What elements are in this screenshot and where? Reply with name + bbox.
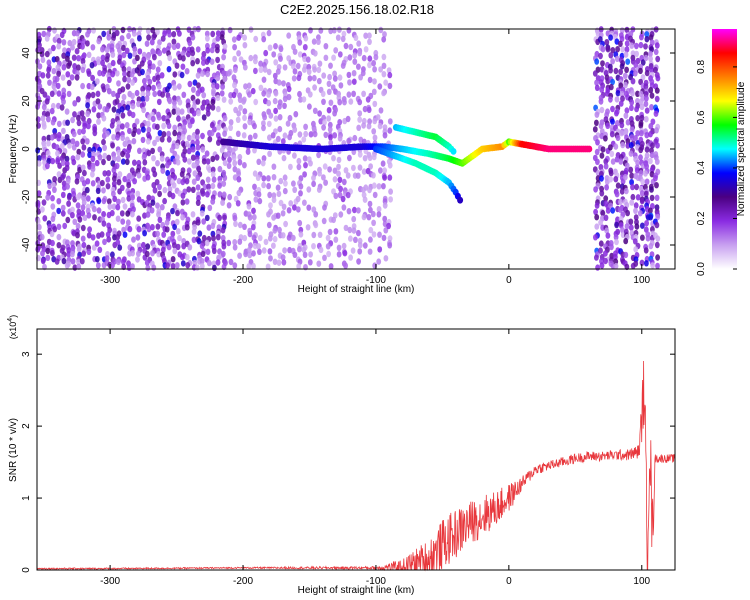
snr-y-tick-label-0: 0 <box>21 567 32 573</box>
colorbar-gradient <box>712 29 737 269</box>
snr-y-multiplier-close: ) <box>8 315 18 318</box>
snr-x-tick-label-4: 100 <box>633 576 650 587</box>
snr-y-axis-label: SNR (10 * v/v) <box>8 418 19 482</box>
spectrogram-track-2 <box>392 124 457 155</box>
spectrogram-track-1 <box>372 145 464 204</box>
spectrogram-x-axis-label: Height of straight line (km) <box>298 284 415 295</box>
spectrogram-x-ticks: -300 -200 -100 0 100 <box>100 29 651 286</box>
colorbar-tick-label-2: 0.4 <box>696 161 707 175</box>
snr-y-multiplier-base: (x10 <box>8 322 18 340</box>
snr-series-line <box>36 360 676 572</box>
spectrogram-x-tick-label-0: -300 <box>100 275 120 286</box>
snr-x-tick-label-1: -200 <box>233 576 253 587</box>
snr-y-tick-label-1: 1 <box>21 495 32 501</box>
spectrogram-y-tick-label-4: 40 <box>21 47 32 59</box>
snr-background <box>37 329 675 570</box>
colorbar-tick-label-3: 0.6 <box>696 110 707 124</box>
spectrogram-y-tick-label-3: 20 <box>21 95 32 107</box>
spectrogram-cells <box>34 25 661 272</box>
spectrogram-x-tick-label-4: 100 <box>633 275 650 286</box>
spectrogram-x-tick-label-2: -100 <box>366 275 386 286</box>
chart-title: C2E2.2025.156.18.02.R18 <box>280 2 434 17</box>
spectrogram-y-ticks: -40 -20 0 20 40 <box>21 47 675 252</box>
spectrogram-x-tick-label-1: -200 <box>233 275 253 286</box>
colorbar-tick-label-4: 0.8 <box>696 60 707 74</box>
snr-x-tick-label-2: -100 <box>366 576 386 587</box>
colorbar-ticks: 0.0 0.2 0.4 0.6 0.8 <box>696 60 737 276</box>
snr-y-multiplier-exponent: 4 <box>7 318 14 322</box>
spectrogram-y-axis-label: Frequency (Hz) <box>8 115 19 184</box>
spectrogram-y-tick-label-0: -40 <box>21 237 32 252</box>
snr-panel: -300 -200 -100 0 100 0 1 2 3 Height of straight… <box>7 315 676 596</box>
snr-x-tick-label-0: -300 <box>100 576 120 587</box>
spectrogram-tracks <box>220 124 593 204</box>
snr-frame <box>36 328 676 571</box>
spectrogram-region-1 <box>220 26 394 271</box>
snr-y-tick-label-3: 3 <box>21 351 32 357</box>
colorbar-tick-label-0: 0.0 <box>696 262 707 276</box>
spectrogram-y-tick-label-1: -20 <box>21 189 32 204</box>
spectrogram-x-tick-label-3: 0 <box>506 275 512 286</box>
snr-x-tick-label-3: 0 <box>506 576 512 587</box>
colorbar-tick-label-1: 0.2 <box>696 211 707 225</box>
snr-y-tick-label-2: 2 <box>21 423 32 429</box>
spectrogram-y-tick-label-2: 0 <box>21 146 32 152</box>
snr-y-multiplier: (x104) <box>7 315 18 339</box>
spectrogram-region-3 <box>592 26 661 271</box>
colorbar: 0.0 0.2 0.4 0.6 0.8 Normalized spectral ampl… <box>696 29 747 276</box>
snr-x-axis-label: Height of straight line (km) <box>298 585 415 596</box>
snr-y-ticks: 0 1 2 3 <box>21 351 675 573</box>
colorbar-label: Normalized spectral amplitude <box>736 81 747 216</box>
snr-x-ticks: -300 -200 -100 0 100 <box>100 329 651 587</box>
